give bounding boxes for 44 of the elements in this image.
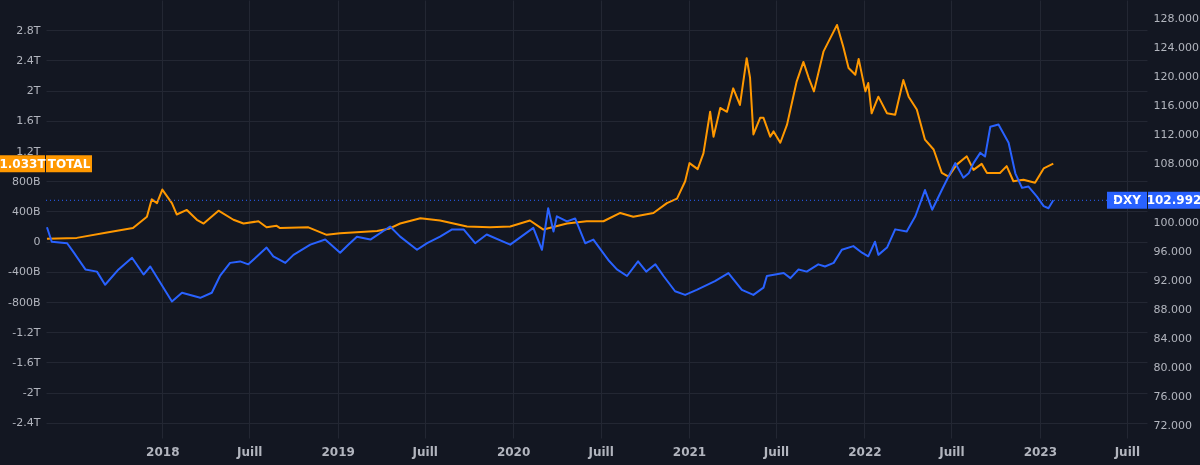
ref-line-label: 102.992 xyxy=(1146,193,1200,208)
y2-tick-label: 72.000 xyxy=(1153,419,1192,433)
y2-tick-label: 80.000 xyxy=(1153,361,1192,375)
y2-tick-label: 76.000 xyxy=(1153,390,1192,404)
y-tick-label: -800B xyxy=(7,295,41,309)
x-tick-label: Juill xyxy=(762,444,790,459)
x-tick-label: 2020 xyxy=(496,444,531,459)
y-tick-label: 1.6T xyxy=(16,114,41,128)
y-tick-label: 400B xyxy=(11,204,41,218)
x-tick-label: 2022 xyxy=(848,444,882,459)
x-tick-label: Juill xyxy=(1113,444,1140,459)
x-tick-label: 2023 xyxy=(1023,444,1058,459)
y2-tick-label: 120.000 xyxy=(1153,69,1199,83)
line-series xyxy=(46,23,1055,240)
y2-tick-label: 108.000 xyxy=(1153,157,1199,171)
x-tick-label: Juill xyxy=(938,444,965,459)
y2-tick-label: 88.000 xyxy=(1153,302,1192,316)
y-tick-label: 2.4T xyxy=(16,53,41,67)
y2-tick-label: 116.000 xyxy=(1153,99,1199,113)
y2-tick-label: 100.000 xyxy=(1153,215,1199,229)
y2-tick-label: 128.000 xyxy=(1153,11,1199,25)
legend-label: TOTAL xyxy=(47,156,91,171)
y-tick-label: 1.2T xyxy=(16,144,41,158)
y2-tick-label: 112.000 xyxy=(1153,128,1199,142)
y-tick-label: 0 xyxy=(33,235,41,249)
y-tick-label: 2T xyxy=(26,84,41,98)
y2-tick-label: 92.000 xyxy=(1153,273,1192,287)
text: DXY xyxy=(1113,193,1142,208)
y-tick-label: -400B xyxy=(7,265,41,279)
x-tick-label: Juill xyxy=(236,444,263,459)
y-tick-label: -2.4T xyxy=(12,416,41,430)
y2-tick-label: 84.000 xyxy=(1153,332,1192,346)
x-tick-label: Juill xyxy=(587,444,614,459)
y-tick-label: 2.8T xyxy=(16,23,41,37)
x-tick-label: Juill xyxy=(411,444,438,459)
y2-tick-label: 124.000 xyxy=(1153,40,1199,54)
y-tick-label: -1.2T xyxy=(12,325,41,339)
x-tick-label: 2018 xyxy=(146,444,180,459)
y2-tick-label: 96.000 xyxy=(1153,244,1192,258)
y-tick-label: -1.6T xyxy=(12,355,41,369)
y-tick-label: 800B xyxy=(11,174,41,188)
y-tick-label: -2T xyxy=(22,386,41,400)
x-tick-label: 2021 xyxy=(672,444,707,459)
x-tick-label: 2019 xyxy=(321,444,355,459)
